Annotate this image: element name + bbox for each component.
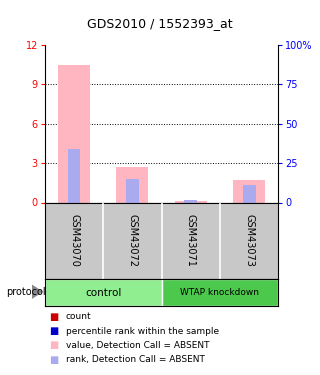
Text: control: control [85,288,121,297]
Text: GSM43071: GSM43071 [186,214,196,267]
Bar [243,185,256,202]
Polygon shape [32,285,43,299]
Bar [126,179,139,203]
Bar [175,201,207,202]
Text: GSM43073: GSM43073 [244,214,254,267]
Bar [116,167,148,202]
Text: GDS2010 / 1552393_at: GDS2010 / 1552393_at [87,17,233,30]
Text: WTAP knockdown: WTAP knockdown [180,288,260,297]
Text: percentile rank within the sample: percentile rank within the sample [66,327,219,336]
Text: protocol: protocol [6,287,46,297]
Bar [162,279,278,306]
Text: ■: ■ [50,326,59,336]
Bar [233,180,265,203]
Text: ■: ■ [50,340,59,350]
Text: count: count [66,312,91,321]
Text: ■: ■ [50,312,59,322]
Text: rank, Detection Call = ABSENT: rank, Detection Call = ABSENT [66,355,204,364]
Text: ■: ■ [50,355,59,364]
Bar [68,149,80,202]
Bar [58,65,90,203]
Text: GSM43070: GSM43070 [69,214,79,267]
Text: GSM43072: GSM43072 [127,214,137,267]
Bar [184,200,197,202]
Text: value, Detection Call = ABSENT: value, Detection Call = ABSENT [66,341,209,350]
Bar [45,279,162,306]
